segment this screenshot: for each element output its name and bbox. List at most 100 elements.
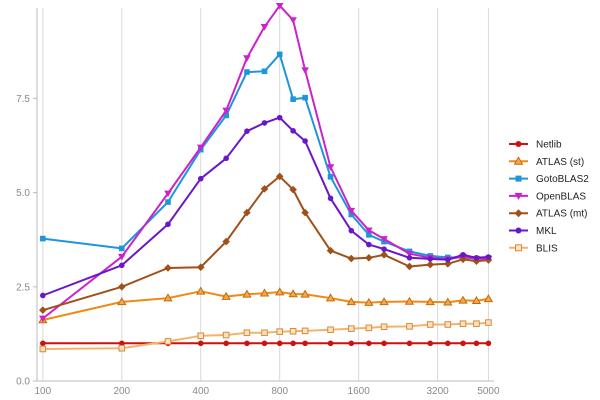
data-point bbox=[261, 329, 268, 337]
data-point bbox=[381, 246, 387, 252]
data-point bbox=[327, 326, 334, 334]
data-point bbox=[242, 289, 252, 298]
data-point bbox=[444, 321, 452, 328]
data-point bbox=[364, 297, 374, 306]
legend-label: ATLAS (mt) bbox=[536, 209, 587, 220]
data-point bbox=[485, 340, 492, 347]
data-point bbox=[426, 321, 434, 328]
series-line bbox=[41, 53, 490, 260]
legend-label: BLIS bbox=[536, 243, 558, 254]
x-tick-label: 400 bbox=[192, 386, 209, 397]
data-point bbox=[222, 331, 230, 339]
series-line bbox=[41, 4, 490, 320]
data-point bbox=[196, 263, 205, 272]
data-point bbox=[223, 155, 229, 162]
data-point bbox=[302, 138, 308, 144]
data-point bbox=[380, 323, 388, 331]
data-point bbox=[290, 340, 296, 347]
legend-item-mkl[interactable]: MKL bbox=[509, 226, 557, 237]
legend-label: OpenBLAS bbox=[536, 191, 586, 202]
x-tick-label: 100 bbox=[34, 386, 51, 397]
data-point bbox=[459, 255, 467, 264]
data-point bbox=[365, 324, 373, 332]
series-openblas bbox=[39, 2, 493, 323]
data-point bbox=[427, 256, 434, 262]
data-point bbox=[261, 340, 268, 347]
data-point bbox=[483, 294, 494, 303]
data-point bbox=[444, 260, 452, 268]
data-point bbox=[196, 144, 205, 152]
data-point bbox=[40, 340, 46, 347]
data-point bbox=[223, 340, 229, 347]
data-point bbox=[445, 256, 451, 263]
series-line bbox=[41, 290, 490, 321]
data-point bbox=[289, 185, 297, 194]
data-point bbox=[260, 24, 269, 31]
series-mkl bbox=[40, 114, 492, 299]
data-point bbox=[326, 246, 335, 255]
data-point bbox=[406, 340, 413, 347]
legend-item-blis[interactable]: BLIS bbox=[509, 243, 558, 254]
series-gotoblas2 bbox=[40, 51, 492, 262]
data-point bbox=[243, 329, 251, 337]
data-point bbox=[445, 340, 451, 347]
data-point bbox=[289, 327, 297, 335]
data-point bbox=[346, 297, 356, 306]
y-tick-label: 7.5 bbox=[16, 94, 30, 105]
data-point bbox=[301, 67, 309, 74]
legend-marker bbox=[515, 227, 522, 234]
data-point bbox=[118, 340, 125, 347]
legend-item-atlas-mt[interactable]: ATLAS (mt) bbox=[509, 209, 587, 220]
data-point bbox=[380, 236, 388, 243]
data-point bbox=[443, 297, 453, 306]
data-point bbox=[290, 128, 296, 134]
data-point bbox=[261, 68, 268, 75]
data-point bbox=[301, 208, 309, 217]
data-point bbox=[117, 297, 127, 306]
data-point bbox=[243, 208, 251, 217]
data-point bbox=[380, 250, 388, 259]
data-point bbox=[244, 128, 250, 135]
legend-item-gotoblas2[interactable]: GotoBLAS2 bbox=[509, 174, 589, 185]
data-point bbox=[471, 295, 482, 305]
data-point bbox=[275, 2, 284, 10]
data-point bbox=[484, 256, 493, 264]
data-point bbox=[404, 296, 415, 305]
data-point bbox=[260, 185, 269, 193]
x-tick-label: 1600 bbox=[348, 386, 371, 397]
data-point bbox=[117, 283, 126, 291]
data-point bbox=[275, 287, 285, 296]
data-point bbox=[460, 251, 466, 258]
legend-marker bbox=[514, 209, 523, 218]
data-point bbox=[118, 262, 125, 269]
legend-marker bbox=[515, 244, 522, 252]
data-point bbox=[289, 17, 297, 24]
data-point bbox=[348, 227, 355, 234]
legend-label: GotoBLAS2 bbox=[536, 174, 589, 185]
data-point bbox=[485, 254, 492, 260]
data-point bbox=[197, 332, 205, 340]
series-line bbox=[41, 175, 490, 312]
data-point bbox=[39, 315, 47, 323]
legend-item-netlib[interactable]: Netlib bbox=[509, 140, 562, 151]
legend-item-openblas[interactable]: OpenBLAS bbox=[509, 191, 586, 202]
data-point bbox=[326, 164, 335, 171]
data-point bbox=[222, 237, 230, 246]
y-tick-label: 0.0 bbox=[16, 377, 30, 388]
data-point bbox=[327, 173, 334, 180]
data-point bbox=[164, 190, 172, 198]
data-point bbox=[39, 345, 47, 353]
legend-label: Netlib bbox=[536, 140, 562, 151]
grid-layer bbox=[42, 8, 489, 381]
data-point bbox=[459, 320, 467, 328]
data-point bbox=[406, 323, 413, 330]
data-point bbox=[164, 338, 172, 345]
data-point bbox=[426, 260, 435, 269]
data-point bbox=[40, 235, 46, 242]
series-netlib bbox=[40, 340, 492, 347]
legend-item-atlas-st[interactable]: ATLAS (st) bbox=[509, 156, 584, 168]
data-point bbox=[118, 245, 125, 252]
data-point bbox=[473, 254, 480, 261]
data-point bbox=[366, 232, 372, 238]
data-point bbox=[460, 340, 466, 347]
